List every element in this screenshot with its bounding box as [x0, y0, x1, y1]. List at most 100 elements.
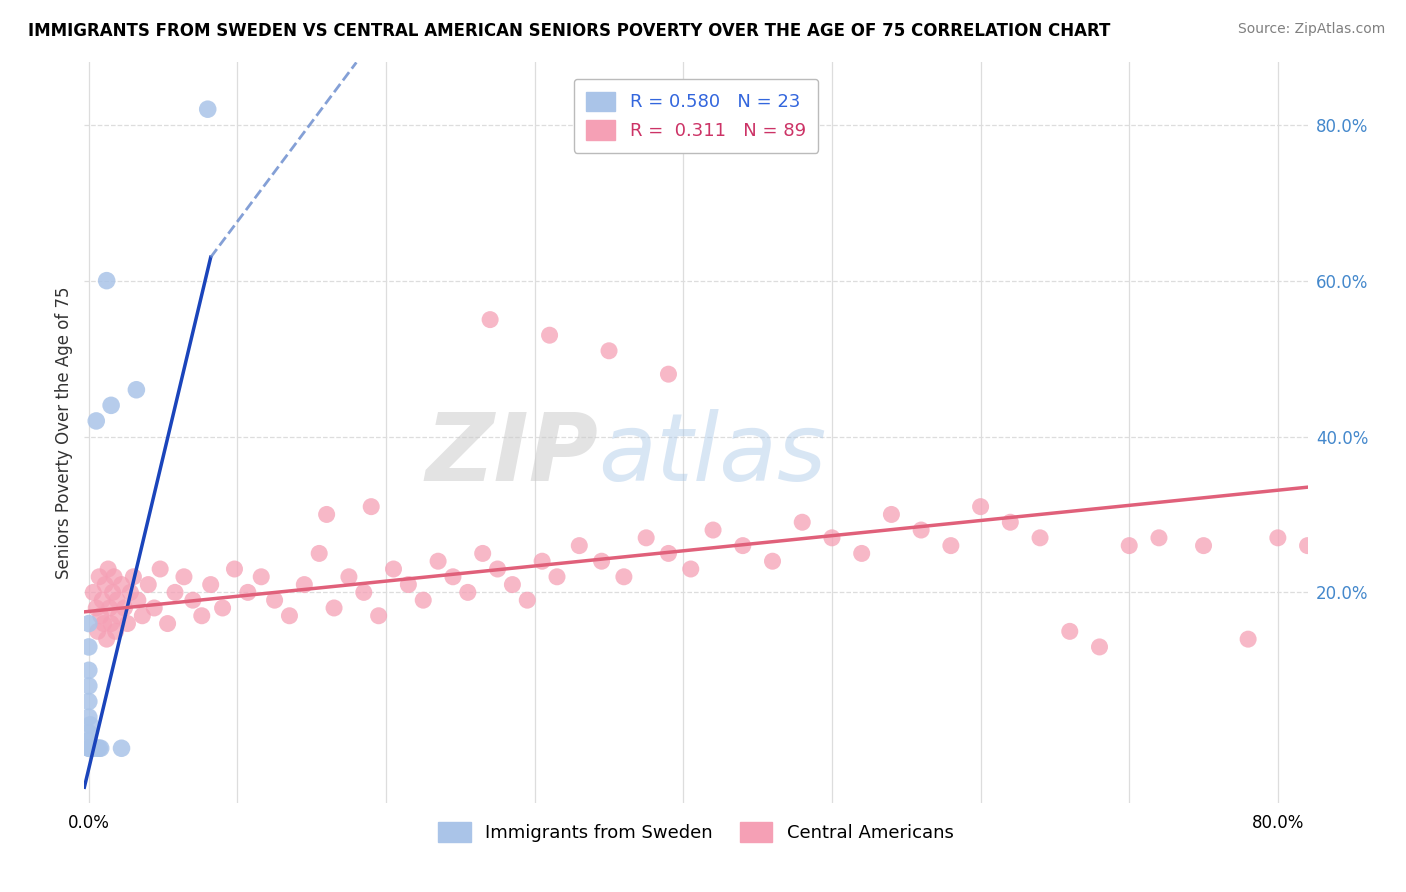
Point	[236, 585, 259, 599]
Point	[105, 593, 128, 607]
Point	[471, 546, 494, 560]
Point	[353, 585, 375, 599]
Point	[110, 741, 132, 756]
Point	[120, 585, 142, 599]
Point	[486, 562, 509, 576]
Point	[84, 414, 107, 428]
Point	[323, 601, 346, 615]
Point	[77, 663, 100, 677]
Point	[90, 608, 112, 623]
Point	[87, 741, 110, 756]
Point	[910, 523, 932, 537]
Point	[538, 328, 561, 343]
Text: ZIP: ZIP	[425, 409, 598, 500]
Point	[1029, 531, 1052, 545]
Point	[93, 616, 115, 631]
Point	[77, 741, 100, 756]
Point	[173, 570, 195, 584]
Point	[382, 562, 405, 576]
Point	[412, 593, 434, 607]
Point	[77, 640, 100, 654]
Point	[127, 593, 149, 607]
Point	[679, 562, 702, 576]
Point	[87, 624, 110, 639]
Point	[90, 741, 112, 756]
Point	[278, 608, 301, 623]
Point	[77, 725, 100, 739]
Point	[969, 500, 991, 514]
Point	[79, 741, 101, 756]
Point	[143, 601, 166, 615]
Point	[114, 601, 136, 615]
Point	[851, 546, 873, 560]
Point	[315, 508, 337, 522]
Point	[657, 546, 679, 560]
Point	[457, 585, 479, 599]
Point	[591, 554, 613, 568]
Point	[77, 679, 100, 693]
Y-axis label: Seniors Poverty Over the Age of 75: Seniors Poverty Over the Age of 75	[55, 286, 73, 579]
Point	[501, 577, 523, 591]
Point	[149, 562, 172, 576]
Point	[94, 577, 117, 591]
Point	[136, 577, 159, 591]
Point	[396, 577, 419, 591]
Point	[77, 616, 100, 631]
Point	[156, 616, 179, 631]
Point	[79, 718, 101, 732]
Point	[77, 694, 100, 708]
Point	[97, 562, 120, 576]
Point	[104, 624, 127, 639]
Point	[250, 570, 273, 584]
Point	[308, 546, 330, 560]
Point	[84, 601, 107, 615]
Point	[516, 593, 538, 607]
Point	[1237, 632, 1260, 647]
Point	[880, 508, 903, 522]
Point	[100, 398, 122, 412]
Point	[427, 554, 450, 568]
Point	[479, 312, 502, 326]
Point	[1000, 515, 1022, 529]
Point	[181, 593, 204, 607]
Point	[96, 274, 118, 288]
Point	[82, 585, 104, 599]
Point	[122, 570, 145, 584]
Point	[191, 608, 214, 623]
Point	[125, 383, 148, 397]
Point	[1088, 640, 1111, 654]
Point	[702, 523, 724, 537]
Point	[636, 531, 658, 545]
Point	[224, 562, 246, 576]
Point	[568, 539, 591, 553]
Point	[613, 570, 636, 584]
Point	[77, 733, 100, 747]
Point	[1147, 531, 1170, 545]
Point	[1118, 539, 1140, 553]
Point	[77, 710, 100, 724]
Point	[77, 741, 100, 756]
Point	[107, 608, 129, 623]
Point	[103, 570, 125, 584]
Point	[91, 593, 114, 607]
Point	[367, 608, 389, 623]
Point	[939, 539, 962, 553]
Point	[80, 741, 103, 756]
Point	[101, 585, 124, 599]
Point	[100, 616, 122, 631]
Point	[117, 616, 139, 631]
Point	[441, 570, 464, 584]
Point	[211, 601, 233, 615]
Point	[761, 554, 783, 568]
Point	[200, 577, 222, 591]
Point	[1192, 539, 1215, 553]
Point	[131, 608, 153, 623]
Point	[360, 500, 382, 514]
Point	[98, 601, 121, 615]
Point	[163, 585, 186, 599]
Point	[292, 577, 315, 591]
Point	[598, 343, 620, 358]
Point	[82, 741, 104, 756]
Point	[89, 741, 111, 756]
Text: atlas: atlas	[598, 409, 827, 500]
